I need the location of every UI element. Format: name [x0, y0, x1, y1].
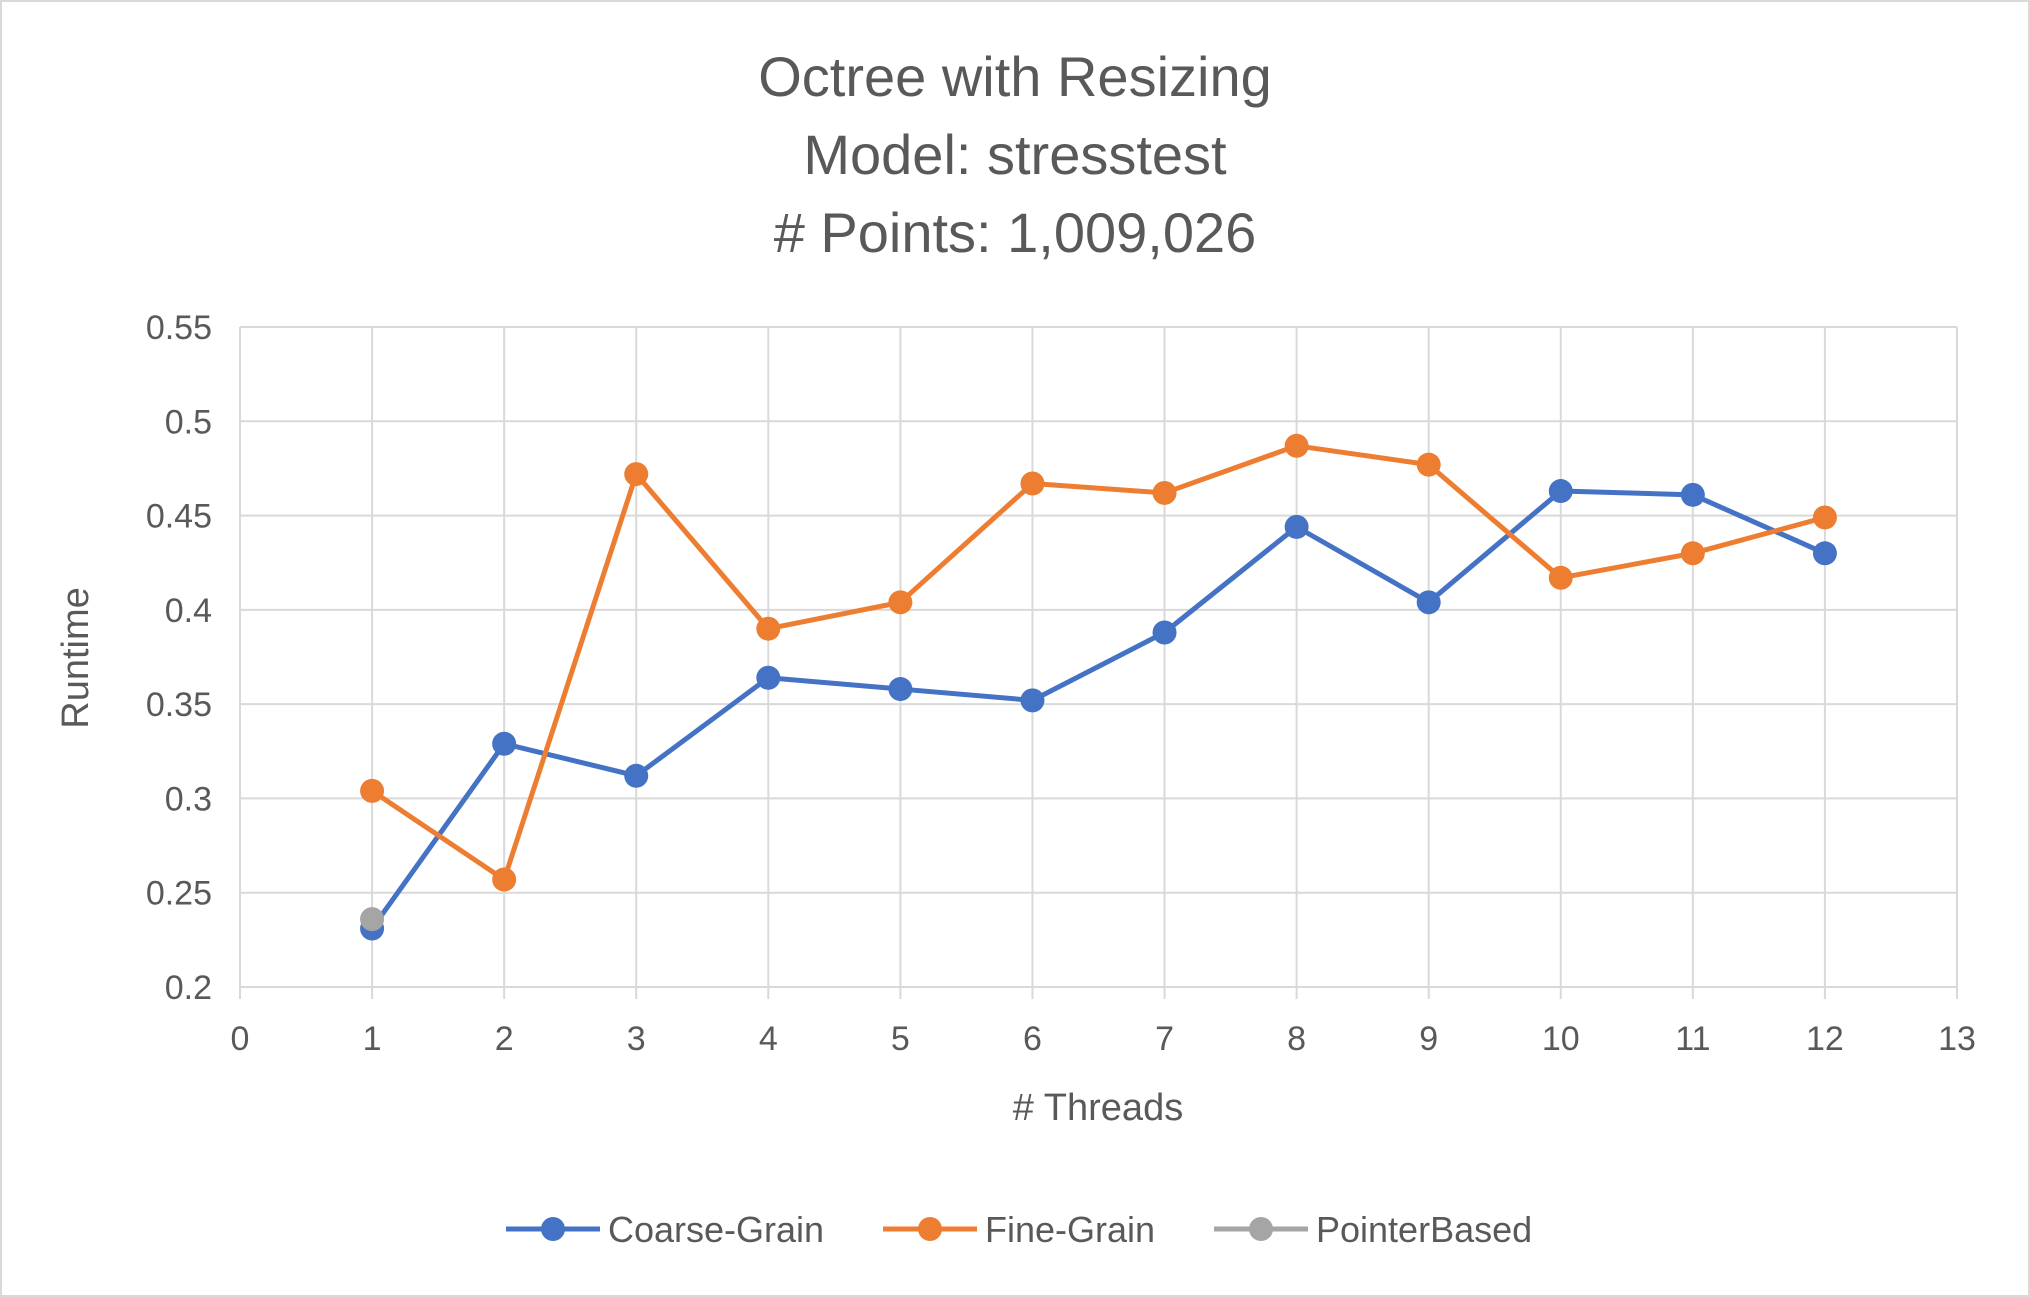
series-fine-grain [360, 433, 1837, 892]
legend-marker [541, 1217, 565, 1241]
data-point [1680, 541, 1705, 566]
data-point [624, 763, 649, 788]
data-point [1812, 541, 1837, 566]
y-tick-label: 0.3 [165, 780, 212, 818]
chart-title-line-2: Model: stresstest [803, 123, 1227, 186]
legend-item: Fine-Grain [883, 1209, 1155, 1250]
data-point [756, 616, 781, 641]
data-point [1416, 590, 1441, 615]
data-point [888, 590, 913, 615]
x-tick-label: 7 [1155, 1020, 1174, 1058]
x-axis-ticks: 0 1 2 3 4 5 6 7 8 9 10 11 12 13 [231, 1020, 1976, 1058]
x-tick-label: 10 [1542, 1020, 1580, 1058]
x-tick-label: 12 [1806, 1020, 1844, 1058]
y-tick-label: 0.5 [165, 403, 212, 441]
y-tick-label: 0.45 [146, 498, 212, 536]
data-point [1680, 482, 1705, 507]
data-point [1284, 514, 1309, 539]
data-point [624, 462, 649, 487]
x-tick-label: 5 [891, 1020, 910, 1058]
x-tick-label: 2 [495, 1020, 514, 1058]
series-line [369, 443, 1828, 883]
x-tick-label: 13 [1938, 1020, 1976, 1058]
chart-title: Octree with Resizing Model: stresstest #… [758, 45, 1272, 264]
data-point [888, 677, 913, 702]
data-point [492, 867, 517, 892]
chart-title-line-3: # Points: 1,009,026 [774, 201, 1257, 264]
x-axis-title: # Threads [1013, 1087, 1183, 1129]
legend-label: Fine-Grain [985, 1209, 1155, 1250]
data-point [1152, 480, 1177, 505]
data-point [1548, 479, 1573, 504]
x-tick-label: 3 [627, 1020, 646, 1058]
series-pointerbased [360, 907, 385, 932]
gridlines [239, 326, 1958, 999]
data-point [492, 731, 517, 756]
x-tick-label: 9 [1419, 1020, 1438, 1058]
data-point [1284, 433, 1309, 458]
x-tick-label: 0 [231, 1020, 250, 1058]
y-tick-label: 0.4 [165, 592, 212, 630]
y-tick-label: 0.55 [146, 309, 212, 347]
legend-label: PointerBased [1316, 1209, 1532, 1250]
data-point [360, 907, 385, 932]
legend-item: PointerBased [1214, 1209, 1532, 1250]
y-axis-title: Runtime [55, 587, 97, 729]
data-point [1152, 620, 1177, 645]
data-point [1416, 452, 1441, 477]
x-tick-label: 4 [759, 1020, 778, 1058]
x-tick-label: 11 [1675, 1020, 1710, 1058]
data-point [1020, 688, 1045, 713]
legend-label: Coarse-Grain [608, 1209, 824, 1250]
data-point [1812, 505, 1837, 530]
y-axis-ticks: 0.2 0.25 0.3 0.35 0.4 0.45 0.5 0.55 [146, 309, 212, 1007]
y-tick-label: 0.35 [146, 686, 212, 724]
data-point [1020, 471, 1045, 496]
series-line [369, 488, 1828, 932]
legend-marker [918, 1217, 942, 1241]
data-point [756, 665, 781, 690]
legend-item: Coarse-Grain [506, 1209, 824, 1250]
legend-marker [1249, 1217, 1273, 1241]
data-point [360, 778, 385, 803]
x-tick-label: 6 [1023, 1020, 1042, 1058]
data-series [360, 433, 1837, 941]
data-point [1548, 565, 1573, 590]
x-tick-label: 8 [1287, 1020, 1306, 1058]
y-tick-label: 0.2 [165, 969, 212, 1007]
legend: Coarse-Grain Fine-Grain PointerBased [506, 1209, 1532, 1250]
y-tick-label: 0.25 [146, 875, 212, 913]
x-tick-label: 1 [363, 1020, 382, 1058]
chart-title-line-1: Octree with Resizing [758, 45, 1272, 108]
